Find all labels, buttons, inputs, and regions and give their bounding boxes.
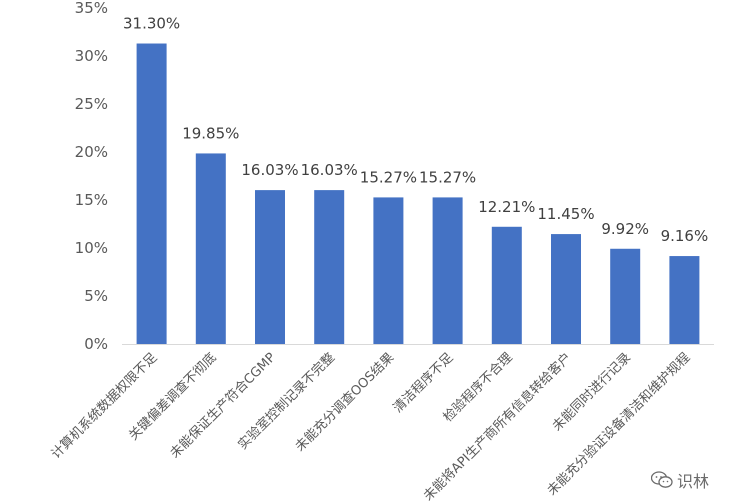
data-label: 9.16% (661, 227, 709, 245)
data-label: 9.92% (601, 220, 649, 238)
watermark: 识林 (650, 468, 709, 492)
y-tick-label: 25% (75, 95, 108, 113)
data-labels: 31.30%19.85%16.03% 16.03% 15.27% 15.27%12.2… (123, 15, 708, 246)
bar (669, 256, 700, 344)
bar (610, 248, 641, 344)
data-label: 11.45% (537, 205, 594, 223)
bar (195, 153, 226, 344)
y-tick-label: 20% (75, 143, 108, 161)
y-tick-label: 15% (75, 191, 108, 209)
y-tick-label: 10% (75, 239, 108, 257)
y-tick-label: 30% (75, 47, 108, 65)
data-label: 16.03% (241, 161, 298, 179)
data-label: 12.21% (478, 198, 535, 216)
bar (432, 197, 463, 344)
data-label: 31.30% (123, 15, 180, 33)
data-label: 15.27% (360, 168, 417, 186)
y-tick-label: 5% (84, 287, 108, 305)
bar (551, 234, 581, 344)
category-label: 计算机系统数据权限不足 (48, 350, 160, 462)
category-labels: 计算机系统数据权限不足关键偏差调查不彻底未能保证生产符合CGMP实验室控制记录不… (48, 349, 693, 504)
data-label: 16.03% (301, 161, 358, 179)
data-label: 19.85% (182, 124, 239, 142)
category-label: 清洁程序不足 (391, 350, 457, 416)
bars (136, 43, 700, 345)
data-label: 15.27% (419, 168, 476, 186)
bar (314, 190, 345, 344)
y-tick-label: 35% (75, 0, 108, 17)
category-label: 未能充分调查OOS结果 (292, 350, 397, 455)
bar (255, 190, 285, 344)
bar (491, 226, 522, 344)
watermark-text: 识林 (676, 472, 709, 491)
bar (136, 43, 167, 345)
category-label: 实验室控制记录不完整 (235, 350, 338, 453)
bar (373, 197, 404, 344)
category-label: 未能保证生产符合CGMP (167, 349, 279, 461)
wechat-icon (650, 471, 673, 488)
y-tick-label: 0% (84, 335, 108, 353)
y-axis: 0% 5% 10% 15% 20% 25% 30% 35% (75, 0, 108, 353)
